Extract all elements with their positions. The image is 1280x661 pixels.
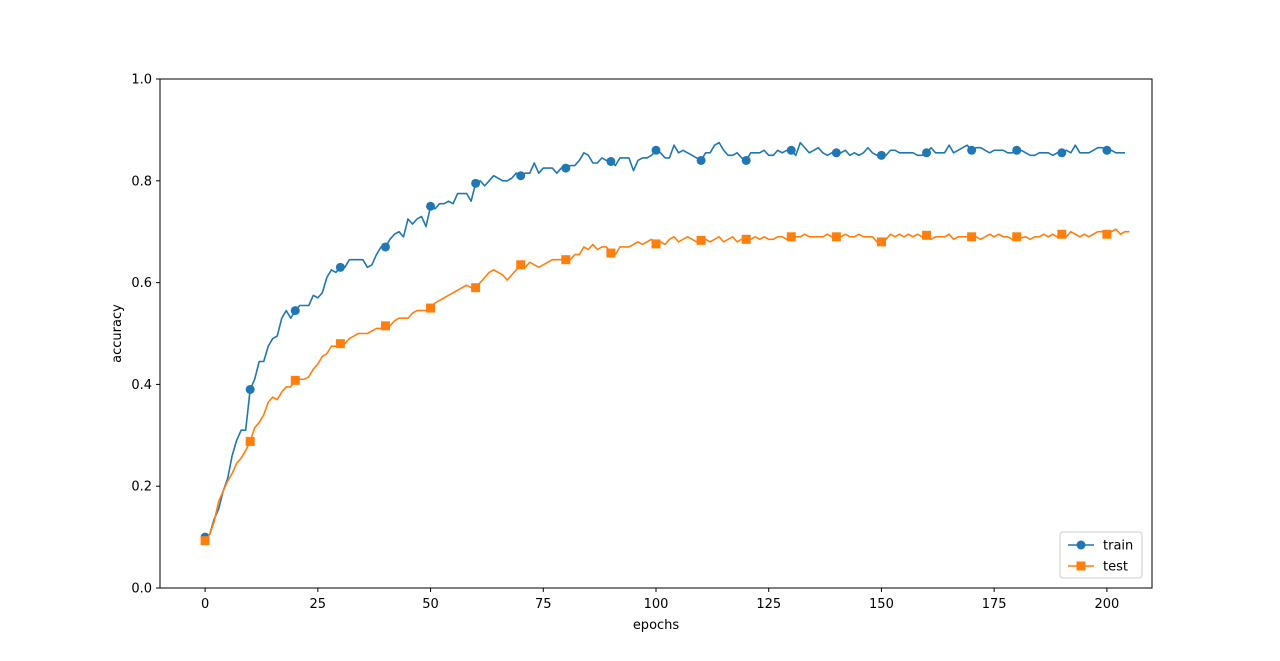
data-point-test xyxy=(471,283,481,293)
y-axis-label: accuracy xyxy=(110,304,125,363)
plot-background xyxy=(160,79,1152,588)
data-point-test xyxy=(967,232,977,242)
data-point-train xyxy=(1102,145,1112,155)
legend: train test xyxy=(1059,531,1143,579)
data-point-test xyxy=(922,230,932,240)
y-tick-label: 0.6 xyxy=(131,276,152,291)
x-tick-label: 200 xyxy=(1094,597,1119,612)
data-point-train xyxy=(1057,148,1067,158)
data-point-test xyxy=(380,321,390,331)
legend-marker-test xyxy=(1076,561,1086,571)
data-point-test xyxy=(1012,232,1022,242)
x-tick-label: 175 xyxy=(982,597,1007,612)
y-tick-label: 0.2 xyxy=(131,480,152,495)
data-point-train xyxy=(561,163,571,173)
axes-layer: 0 25 50 75 100 125 150 175 200 0.0 0.2 0.4 0.6 0.8 1.0 xyxy=(131,73,1153,612)
data-point-test xyxy=(245,436,255,446)
x-tick-label: 150 xyxy=(869,597,894,612)
data-point-test xyxy=(876,237,886,247)
x-tick-label: 25 xyxy=(310,597,327,612)
data-point-train xyxy=(380,242,390,252)
data-point-test xyxy=(426,303,436,313)
data-point-train xyxy=(741,155,751,165)
data-point-train xyxy=(967,145,977,155)
data-point-train xyxy=(471,178,481,188)
data-point-train xyxy=(1012,145,1022,155)
data-point-train xyxy=(696,155,706,165)
data-point-train xyxy=(876,150,886,160)
data-point-train xyxy=(831,148,841,158)
data-point-train xyxy=(786,145,796,155)
legend-label-test: test xyxy=(1103,560,1128,575)
data-point-test xyxy=(696,235,706,245)
data-point-test xyxy=(335,339,345,349)
data-point-train xyxy=(335,262,345,272)
x-tick-label: 75 xyxy=(535,597,552,612)
x-tick-label: 100 xyxy=(644,597,669,612)
series-train xyxy=(200,141,1125,542)
y-tick-label: 0.4 xyxy=(131,378,152,393)
data-point-test xyxy=(290,375,300,385)
legend-marker-train xyxy=(1076,540,1086,550)
data-point-test xyxy=(606,248,616,258)
series-test xyxy=(200,228,1130,546)
data-point-test xyxy=(561,255,571,265)
data-point-train xyxy=(290,306,300,316)
x-tick-label: 50 xyxy=(422,597,439,612)
legend-item-test: test xyxy=(1068,560,1128,575)
x-tick-label: 125 xyxy=(756,597,781,612)
y-tick-label: 0.0 xyxy=(131,582,152,597)
data-point-test xyxy=(1057,229,1067,239)
data-point-train xyxy=(516,171,526,181)
data-point-train xyxy=(426,201,436,211)
data-point-test xyxy=(651,239,661,249)
y-tick-label: 1.0 xyxy=(131,73,152,88)
data-point-test xyxy=(741,234,751,244)
y-tick-label: 0.8 xyxy=(131,174,152,189)
legend-item-train: train xyxy=(1068,539,1133,554)
data-point-test xyxy=(200,536,210,546)
plot-area xyxy=(160,79,1152,588)
data-point-test xyxy=(1102,229,1112,239)
series-layer xyxy=(200,141,1130,546)
legend-label-train: train xyxy=(1103,539,1133,554)
data-point-train xyxy=(922,148,932,158)
x-tick-label: 0 xyxy=(201,597,209,612)
data-point-test xyxy=(516,260,526,270)
data-point-train xyxy=(651,145,661,155)
data-point-test xyxy=(831,232,841,242)
data-point-test xyxy=(786,232,796,242)
x-axis-label: epochs xyxy=(633,618,680,633)
data-point-train xyxy=(245,384,255,394)
data-point-train xyxy=(606,156,616,166)
